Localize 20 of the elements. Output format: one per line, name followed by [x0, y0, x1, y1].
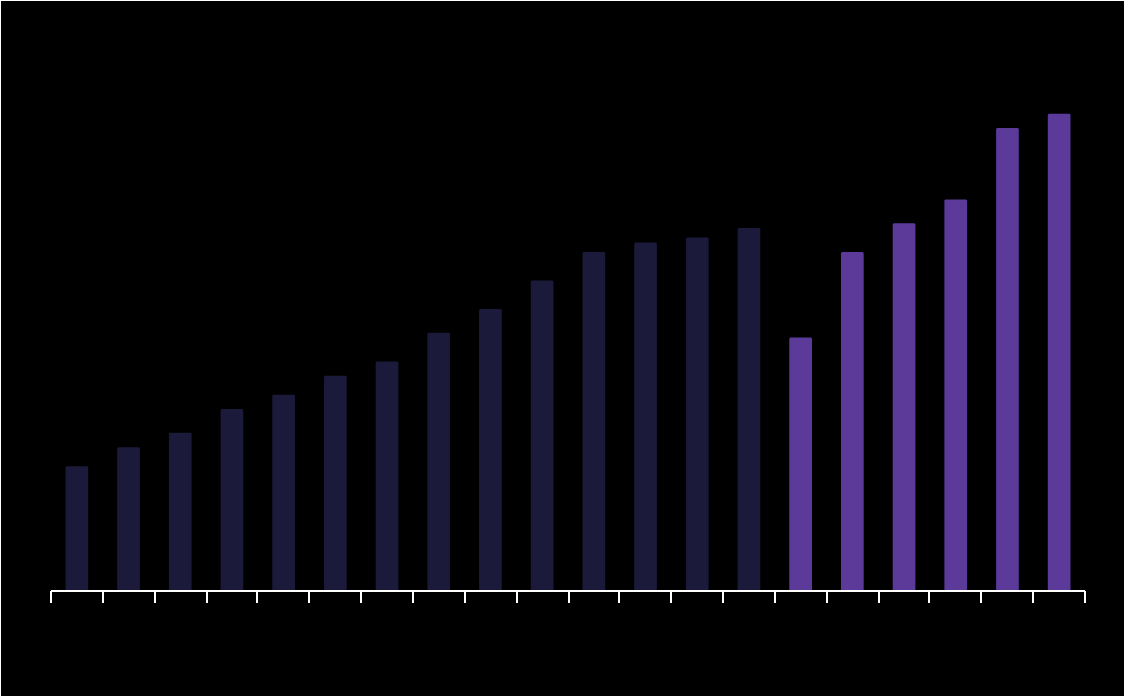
bar — [427, 332, 451, 591]
bar — [375, 361, 399, 591]
bar — [272, 394, 295, 591]
bar — [841, 251, 864, 591]
bar — [944, 199, 968, 591]
bar — [324, 375, 347, 591]
bar — [582, 251, 606, 591]
bar — [892, 223, 916, 591]
bar — [220, 409, 244, 591]
bar — [530, 280, 554, 591]
bar — [65, 466, 89, 591]
bar — [996, 128, 1019, 591]
bar — [789, 337, 812, 591]
bar — [1047, 113, 1071, 591]
bar — [737, 228, 761, 591]
bar — [634, 242, 657, 591]
bar — [685, 237, 709, 591]
bar — [479, 309, 502, 591]
bar — [117, 447, 140, 591]
bar — [168, 432, 192, 591]
